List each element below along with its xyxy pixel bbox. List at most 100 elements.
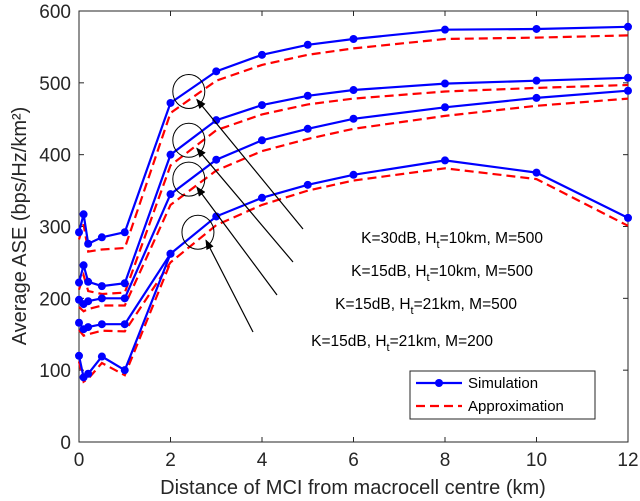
sim-point-1 bbox=[79, 261, 88, 270]
sim-point-4 bbox=[166, 249, 175, 258]
sim-point-2 bbox=[97, 294, 106, 303]
sim-point-0 bbox=[84, 239, 93, 248]
sim-point-4 bbox=[84, 369, 93, 378]
sim-point-3 bbox=[303, 180, 312, 189]
annotation-arrow bbox=[196, 186, 278, 296]
sim-point-2 bbox=[624, 86, 632, 95]
sim-point-0 bbox=[441, 25, 449, 34]
sim-point-1 bbox=[120, 279, 129, 288]
sim-point-4 bbox=[75, 351, 83, 360]
sim-point-1 bbox=[441, 79, 449, 88]
y-tick-label: 500 bbox=[39, 74, 71, 95]
annotation-ellipse bbox=[172, 161, 206, 197]
x-tick-label: 2 bbox=[165, 450, 176, 471]
sim-point-1 bbox=[75, 278, 83, 287]
x-tick-label: 8 bbox=[440, 450, 451, 471]
annotation-label: K=15dB, Ht=21km, M=200 bbox=[311, 333, 493, 354]
annotation-arrow bbox=[196, 147, 294, 263]
approx-line-0 bbox=[77, 34, 629, 253]
sim-point-1 bbox=[212, 116, 221, 125]
annotation-label-sub: t bbox=[411, 305, 414, 317]
y-tick-label: 400 bbox=[39, 146, 71, 167]
x-axis-ticks: 0 2 4 6 8 10 12 bbox=[74, 11, 639, 471]
y-tick-label: 200 bbox=[39, 289, 71, 310]
annotation-label: K=15dB, Ht=10km, M=500 bbox=[351, 263, 533, 284]
sim-point-0 bbox=[120, 228, 129, 237]
sim-point-0 bbox=[212, 67, 221, 76]
sim-point-3 bbox=[97, 320, 106, 329]
annotation-label: K=30dB, Ht=10km, M=500 bbox=[361, 230, 543, 251]
sim-point-0 bbox=[166, 98, 175, 107]
sim-point-2 bbox=[84, 297, 93, 306]
sim-point-0 bbox=[97, 233, 106, 242]
sim-point-3 bbox=[120, 320, 129, 329]
annotation-arrow bbox=[205, 239, 254, 333]
sim-point-4 bbox=[97, 352, 106, 361]
legend: Simulation Approximation bbox=[409, 370, 596, 420]
x-tick-label: 12 bbox=[617, 450, 638, 471]
sim-point-0 bbox=[624, 22, 632, 31]
annotation-label: K=15dB, Ht=21km, M=500 bbox=[335, 296, 517, 317]
sim-point-3 bbox=[75, 318, 83, 327]
sim-point-3 bbox=[441, 156, 449, 165]
sim-point-3 bbox=[532, 168, 541, 177]
sim-point-0 bbox=[75, 228, 83, 237]
annotation-ellipse bbox=[181, 214, 215, 250]
sim-point-3 bbox=[212, 212, 221, 221]
y-tick-label: 0 bbox=[60, 433, 71, 454]
approx-line-1 bbox=[77, 83, 629, 296]
annotation-label-main: K=15dB, H bbox=[351, 263, 426, 280]
legend-sim-marker bbox=[435, 379, 443, 387]
sim-point-1 bbox=[258, 101, 266, 110]
annotation-label-tail: =10km, M=500 bbox=[440, 230, 544, 247]
sim-point-2 bbox=[120, 294, 129, 303]
sim-point-1 bbox=[624, 73, 632, 82]
annotation-ellipse bbox=[172, 122, 206, 158]
sim-point-2 bbox=[303, 124, 312, 133]
annotation-label-tail: =10km, M=500 bbox=[430, 263, 534, 280]
sim-point-1 bbox=[349, 86, 358, 95]
simulation-series-group bbox=[75, 22, 632, 382]
approx-line-3 bbox=[78, 167, 629, 337]
sim-point-2 bbox=[441, 103, 449, 112]
annotation-label-tail: =21km, M=500 bbox=[414, 296, 518, 313]
annotation-label-tail: =21km, M=200 bbox=[390, 333, 494, 350]
y-tick-label: 600 bbox=[39, 2, 71, 23]
annotation-label-sub: t bbox=[427, 272, 430, 284]
sim-point-2 bbox=[166, 190, 175, 199]
x-tick-label: 10 bbox=[526, 450, 547, 471]
y-axis-ticks: 0 100 200 300 400 500 600 bbox=[39, 2, 628, 454]
sim-point-2 bbox=[349, 114, 358, 123]
annotation-label-main: K=15dB, H bbox=[335, 296, 410, 313]
sim-point-1 bbox=[166, 150, 175, 159]
y-tick-label: 100 bbox=[39, 361, 71, 382]
x-axis-title: Distance of MCI from macrocell centre (k… bbox=[160, 477, 546, 499]
sim-point-3 bbox=[84, 323, 93, 332]
y-axis-title: Average ASE (bps/Hz/km²) bbox=[9, 107, 31, 346]
sim-point-0 bbox=[349, 35, 358, 44]
x-tick-label: 6 bbox=[348, 450, 359, 471]
annotation-label-sub: t bbox=[387, 342, 390, 354]
annotation-label-main: K=15dB, H bbox=[311, 333, 386, 350]
sim-point-0 bbox=[303, 40, 312, 49]
sim-point-3 bbox=[258, 193, 266, 202]
sim-point-1 bbox=[303, 91, 312, 100]
sim-point-0 bbox=[79, 210, 88, 219]
x-tick-label: 4 bbox=[257, 450, 268, 471]
sim-point-2 bbox=[532, 93, 541, 102]
sim-point-2 bbox=[258, 136, 266, 145]
sim-point-2 bbox=[212, 155, 221, 164]
sim-point-1 bbox=[84, 277, 93, 286]
sim-point-3 bbox=[349, 170, 358, 179]
annotation-label-sub: t bbox=[437, 239, 440, 251]
sim-point-1 bbox=[97, 282, 106, 291]
annotation-arrow bbox=[196, 98, 304, 230]
x-tick-label: 0 bbox=[74, 450, 85, 471]
sim-point-0 bbox=[532, 24, 541, 33]
sim-point-1 bbox=[532, 76, 541, 85]
y-tick-label: 300 bbox=[39, 218, 71, 239]
annotation-ellipse bbox=[172, 73, 206, 109]
legend-sim-label: Simulation bbox=[468, 375, 538, 392]
